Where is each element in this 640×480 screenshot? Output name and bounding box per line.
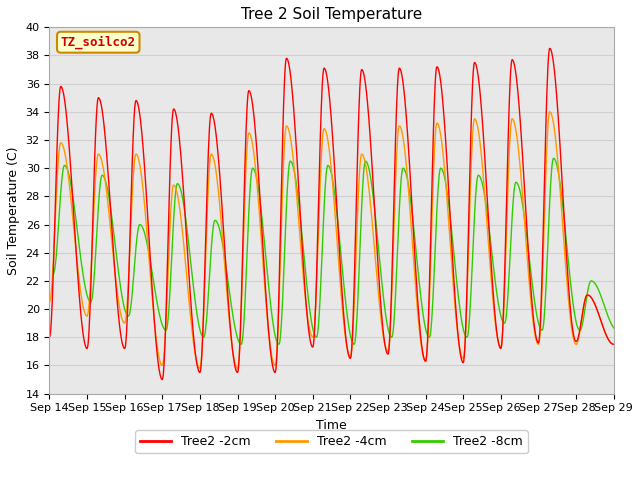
Line: Tree2 -8cm: Tree2 -8cm [53,158,617,344]
Tree2 -2cm [159,377,166,383]
Tree2 -2cm [45,335,53,340]
Tree2 -4cm [141,201,148,206]
Tree2 -2cm [354,139,362,144]
X-axis label: Time: Time [316,419,347,432]
Tree2 -4cm [342,340,350,346]
Tree2 -2cm [291,116,298,122]
Tree2 -2cm [546,46,554,51]
Legend: Tree2 -2cm, Tree2 -4cm, Tree2 -8cm: Tree2 -2cm, Tree2 -4cm, Tree2 -8cm [135,430,528,453]
Tree2 -8cm [550,156,557,161]
Tree2 -8cm [294,195,302,201]
Tree2 -2cm [120,346,128,351]
Tree2 -8cm [145,246,152,252]
Tree2 -4cm [120,320,128,326]
Tree2 -4cm [45,299,53,305]
Tree2 -4cm [196,365,204,371]
Tree2 -2cm [236,340,244,346]
Tree2 -8cm [240,323,248,329]
Tree2 -4cm [291,168,298,173]
Title: Tree 2 Soil Temperature: Tree 2 Soil Temperature [241,7,422,22]
Tree2 -2cm [342,337,350,343]
Tree2 -4cm [546,109,554,115]
Y-axis label: Soil Temperature (C): Soil Temperature (C) [7,146,20,275]
Line: Tree2 -4cm: Tree2 -4cm [49,112,613,368]
Tree2 -8cm [237,341,245,347]
Tree2 -2cm [609,341,617,347]
Line: Tree2 -2cm: Tree2 -2cm [49,48,613,380]
Tree2 -8cm [346,330,354,336]
Tree2 -8cm [358,204,365,210]
Tree2 -2cm [141,163,148,168]
Text: TZ_soilco2: TZ_soilco2 [61,36,136,49]
Tree2 -4cm [354,202,362,208]
Tree2 -8cm [124,313,132,319]
Tree2 -4cm [609,341,617,347]
Tree2 -4cm [236,341,244,347]
Tree2 -8cm [613,327,621,333]
Tree2 -8cm [49,271,57,277]
